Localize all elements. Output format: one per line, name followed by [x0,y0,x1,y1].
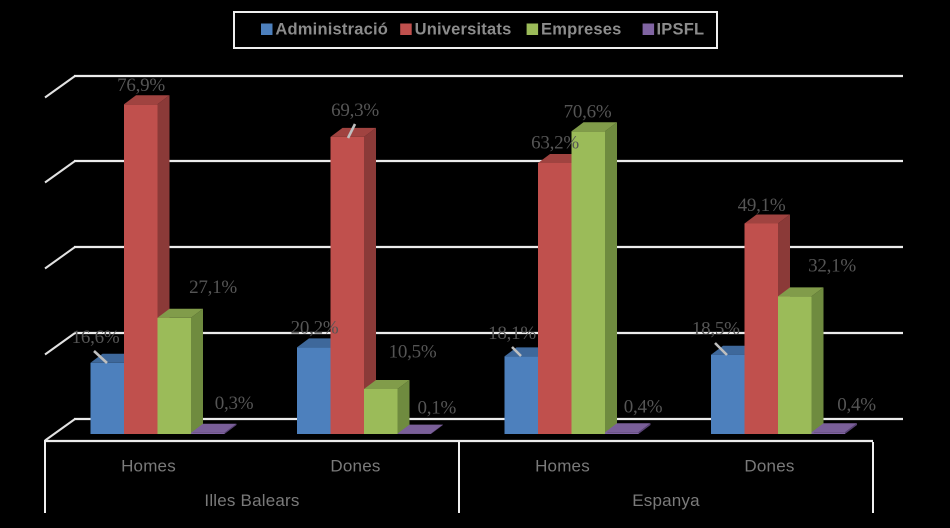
svg-text:16,6%: 16,6% [72,327,120,348]
svg-text:0,1%: 0,1% [418,398,457,419]
svg-text:Empreses: Empreses [541,21,621,39]
svg-text:0,4%: 0,4% [624,397,663,418]
svg-text:Dones: Dones [744,457,794,476]
svg-text:69,3%: 69,3% [331,100,379,121]
svg-text:Espanya: Espanya [632,491,700,510]
svg-text:Dones: Dones [330,457,380,476]
svg-text:32,1%: 32,1% [808,256,856,277]
svg-text:18,1%: 18,1% [488,323,536,344]
svg-text:63,2%: 63,2% [531,133,579,154]
svg-text:IPSFL: IPSFL [657,21,705,39]
svg-text:Homes: Homes [535,457,590,476]
svg-text:18,5%: 18,5% [692,319,740,340]
svg-text:Illes Balears: Illes Balears [204,491,299,510]
svg-text:Universitats: Universitats [415,21,512,39]
svg-text:49,1%: 49,1% [738,195,786,216]
svg-text:0,3%: 0,3% [215,393,254,414]
svg-text:20,2%: 20,2% [291,318,339,339]
svg-text:10,5%: 10,5% [389,342,437,363]
svg-text:70,6%: 70,6% [564,102,612,123]
svg-text:76,9%: 76,9% [117,75,165,96]
svg-text:Homes: Homes [121,457,176,476]
svg-text:Administració: Administració [275,21,388,39]
svg-text:0,4%: 0,4% [837,395,876,416]
svg-text:27,1%: 27,1% [189,277,237,298]
